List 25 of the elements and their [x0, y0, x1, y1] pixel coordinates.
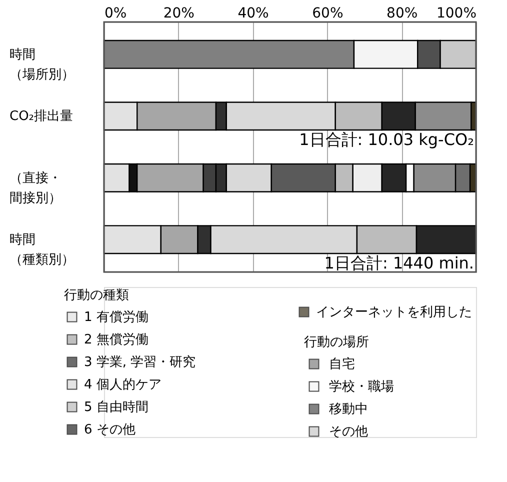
legend-title: 行動の種類 [64, 288, 129, 303]
y-tick-label: CO₂排出量 [10, 109, 74, 124]
legend-label: 1 有償労働 [84, 310, 148, 325]
legend-label: 自宅 [329, 356, 355, 372]
legend-label: 6 その他 [84, 422, 136, 438]
legend-label: インターネットを利用した [316, 305, 472, 320]
y-tick-label: （直接・間接別） [10, 170, 62, 206]
legend-label: 5 自由時間 [84, 400, 148, 415]
y-tick-label: 時間（種類別） [10, 232, 74, 268]
x-tick-label: 0% [104, 6, 127, 22]
legend-label: 学校・職場 [329, 380, 394, 394]
legend-label: 移動中 [329, 402, 368, 417]
annotation: 1日合計: 10.03 kg-CO₂ [299, 130, 474, 150]
legend-label: 2 無償労働 [84, 332, 148, 348]
x-tick-label: 80% [386, 6, 418, 22]
x-tick-label: 60% [312, 6, 344, 22]
y-tick-label: 時間（場所別） [10, 47, 74, 82]
annotation: 1日合計: 1440 min. [324, 254, 474, 273]
x-tick-label: 40% [238, 6, 269, 22]
legend-label: その他 [329, 424, 368, 440]
x-tick-label: 20% [163, 6, 194, 22]
x-tick-label: 100% [436, 6, 476, 22]
legend-label: 3 学業, 学習・研究 [84, 355, 196, 370]
text: 行動の場所 [304, 335, 369, 350]
legend-label: 4 個人的ケア [84, 378, 162, 392]
